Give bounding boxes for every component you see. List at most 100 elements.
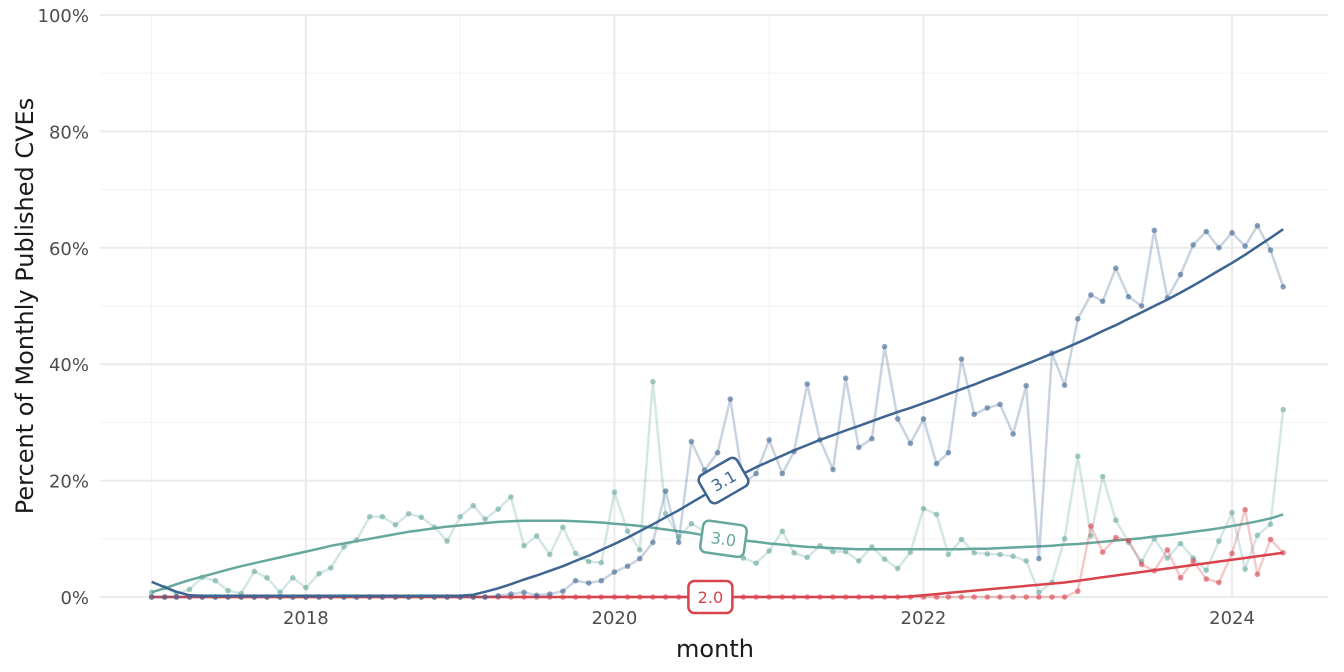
data-point bbox=[495, 506, 502, 512]
x-axis-title: month bbox=[676, 635, 754, 663]
data-point bbox=[753, 470, 759, 477]
data-point bbox=[1075, 453, 1081, 460]
data-point bbox=[303, 584, 309, 591]
data-point bbox=[933, 511, 940, 518]
data-point bbox=[457, 513, 464, 520]
data-point bbox=[495, 593, 502, 599]
data-point bbox=[482, 516, 488, 522]
data-point bbox=[894, 416, 901, 422]
data-point bbox=[225, 587, 231, 594]
data-point bbox=[1242, 566, 1248, 572]
data-point bbox=[316, 570, 322, 577]
data-point bbox=[1099, 549, 1106, 555]
data-point bbox=[611, 569, 618, 575]
data-point bbox=[971, 594, 977, 600]
data-point bbox=[1164, 555, 1171, 561]
data-point bbox=[688, 438, 695, 445]
data-point bbox=[662, 488, 669, 494]
data-point bbox=[341, 544, 347, 550]
y-tick-label: 100% bbox=[38, 6, 89, 27]
data-point bbox=[1138, 303, 1145, 309]
data-point bbox=[290, 575, 296, 581]
data-point bbox=[1113, 517, 1119, 523]
data-point bbox=[1099, 473, 1106, 480]
data-point bbox=[881, 556, 888, 562]
data-point bbox=[1075, 316, 1081, 322]
y-axis-ticks: 0% 20% 40% 60% 80% 100% bbox=[38, 6, 89, 609]
data-point bbox=[920, 416, 927, 422]
data-point bbox=[1151, 227, 1158, 234]
label-layer: 3.1 3.0 2.0 bbox=[687, 456, 750, 615]
data-point bbox=[842, 375, 849, 382]
data-point bbox=[508, 494, 514, 500]
data-point bbox=[997, 551, 1003, 558]
data-point bbox=[1099, 298, 1106, 305]
data-point bbox=[1113, 534, 1119, 541]
data-point bbox=[1088, 523, 1094, 529]
data-point bbox=[945, 594, 952, 600]
data-point bbox=[1036, 589, 1042, 596]
data-point bbox=[328, 565, 334, 571]
data-point bbox=[533, 533, 540, 539]
data-point bbox=[1061, 594, 1068, 600]
data-point bbox=[1061, 536, 1068, 542]
data-point bbox=[933, 594, 940, 600]
data-point bbox=[933, 460, 940, 467]
data-point bbox=[1229, 550, 1235, 557]
data-point bbox=[624, 563, 631, 569]
data-point bbox=[1023, 382, 1029, 389]
data-point bbox=[1075, 588, 1081, 594]
data-point bbox=[560, 524, 566, 530]
data-point bbox=[1254, 571, 1261, 578]
y-tick-label: 0% bbox=[60, 588, 89, 609]
data-point bbox=[1010, 594, 1016, 600]
data-point bbox=[830, 548, 836, 555]
data-point bbox=[533, 592, 540, 599]
data-point bbox=[894, 565, 901, 572]
x-axis-ticks: 2018 2020 2022 2024 bbox=[283, 608, 1255, 629]
data-point bbox=[907, 440, 914, 447]
data-point bbox=[984, 594, 991, 600]
data-point bbox=[779, 528, 786, 534]
data-point bbox=[366, 513, 373, 520]
data-point bbox=[1216, 579, 1222, 586]
data-point bbox=[830, 466, 836, 473]
grid-major bbox=[100, 14, 1328, 598]
data-point bbox=[688, 520, 695, 527]
data-point bbox=[572, 577, 579, 584]
series-label-3.1: 3.1 bbox=[697, 456, 750, 505]
data-point bbox=[173, 594, 180, 600]
data-point bbox=[405, 511, 412, 517]
data-point bbox=[1267, 521, 1274, 528]
data-point bbox=[251, 568, 258, 575]
data-point bbox=[277, 589, 283, 596]
x-tick-label: 2022 bbox=[901, 608, 947, 629]
y-axis-title: Percent of Monthly Published CVEs bbox=[11, 98, 39, 514]
data-point bbox=[1229, 509, 1235, 516]
data-point bbox=[650, 539, 656, 546]
data-point bbox=[1229, 229, 1235, 236]
data-point bbox=[869, 435, 875, 442]
data-point bbox=[842, 548, 849, 555]
data-point bbox=[984, 551, 991, 557]
data-point bbox=[881, 343, 888, 350]
data-point bbox=[637, 547, 643, 553]
data-point bbox=[766, 548, 772, 554]
data-point bbox=[611, 489, 618, 496]
data-point bbox=[560, 588, 566, 594]
data-point bbox=[1203, 576, 1210, 582]
data-point bbox=[804, 381, 810, 387]
y-tick-label: 80% bbox=[49, 122, 89, 143]
data-point bbox=[650, 378, 656, 385]
data-point bbox=[920, 505, 927, 512]
data-point bbox=[1280, 284, 1286, 290]
data-point bbox=[598, 577, 605, 584]
data-point bbox=[1125, 293, 1132, 300]
data-point bbox=[766, 437, 772, 443]
data-point bbox=[470, 502, 477, 509]
data-point bbox=[572, 550, 579, 557]
x-tick-label: 2018 bbox=[283, 608, 329, 629]
data-point bbox=[958, 536, 965, 543]
data-point bbox=[1254, 222, 1261, 229]
data-point bbox=[714, 449, 721, 456]
